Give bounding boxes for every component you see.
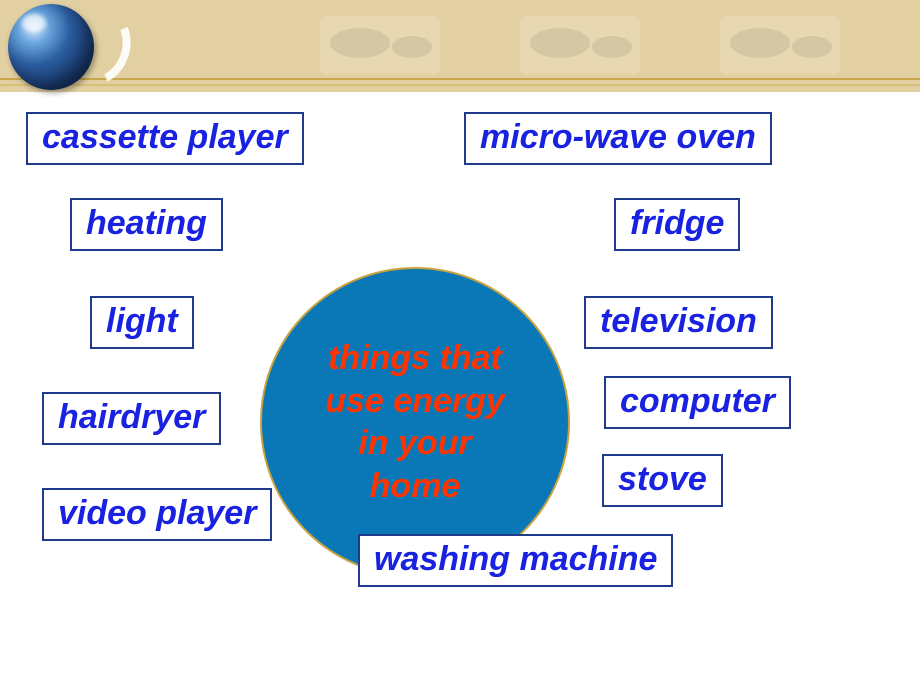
item-box-cassette-player: cassette player [26, 112, 304, 165]
item-box-light: light [90, 296, 194, 349]
item-box-micro-wave-oven: micro-wave oven [464, 112, 772, 165]
item-box-washing-machine: washing machine [358, 534, 673, 587]
slide-header [0, 0, 920, 92]
item-box-hairdryer: hairdryer [42, 392, 221, 445]
center-topic-circle: things that use energy in your home [260, 267, 570, 577]
diagram-area: things that use energy in your home cass… [0, 92, 920, 690]
map-tile [520, 16, 640, 74]
map-tile [720, 16, 840, 74]
item-box-fridge: fridge [614, 198, 740, 251]
item-box-video-player: video player [42, 488, 272, 541]
item-box-stove: stove [602, 454, 723, 507]
item-box-television: television [584, 296, 773, 349]
item-box-computer: computer [604, 376, 791, 429]
item-box-heating: heating [70, 198, 223, 251]
center-topic-text: things that use energy in your home [307, 327, 523, 517]
map-tile [320, 16, 440, 74]
